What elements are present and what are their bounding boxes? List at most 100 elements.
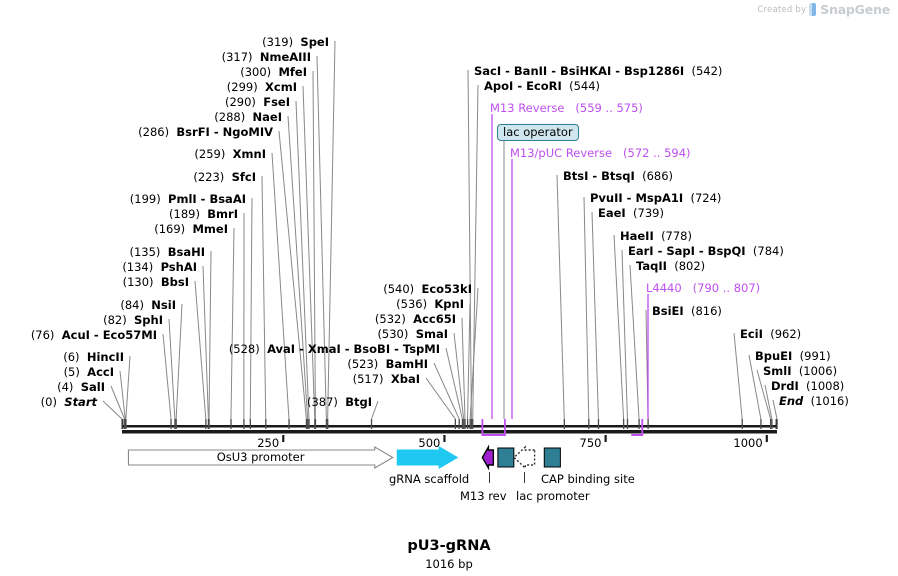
site-enzyme-name: XcmI <box>265 80 297 94</box>
site-enzyme-name: AccI <box>87 365 114 379</box>
site-enzyme-name: SpeI <box>300 35 329 49</box>
restriction-site-label: (82) SphI <box>103 314 163 326</box>
restriction-site-label: (199) PmlI - BsaAI <box>130 193 246 205</box>
restriction-site-label: (536) KpnI <box>396 298 464 310</box>
restriction-site-label: (523) BamHI <box>347 358 428 370</box>
site-enzyme-name: TaqII <box>636 259 667 273</box>
site-position: (991) <box>799 349 831 363</box>
site-enzyme-name: SacI - BanII - BsiHKAI - Bsp1286I <box>474 64 685 78</box>
site-enzyme-name: BamHI <box>385 357 428 371</box>
restriction-site-label: BsiEI (816) <box>652 305 722 317</box>
site-enzyme-name: SmlI <box>763 364 792 378</box>
site-enzyme-name: BsrFI - NgoMIV <box>176 125 273 139</box>
site-enzyme-name: PmlI - BsaAI <box>168 192 246 206</box>
primer-label: M13/pUC Reverse (572 .. 594) <box>510 147 691 159</box>
restriction-site-label: (130) BbsI <box>123 276 189 288</box>
site-position: (536) <box>396 297 428 311</box>
site-enzyme-name: EarI - SapI - BspQI <box>628 244 746 258</box>
site-enzyme-name: BbsI <box>160 275 189 289</box>
snapgene-watermark: Created by SnapGene <box>757 2 890 17</box>
feature-caption: CAP binding site <box>541 472 635 486</box>
primer-label: M13 Reverse (559 .. 575) <box>490 102 643 114</box>
primer-range: (559 .. 575) <box>575 101 643 115</box>
site-position: (523) <box>347 357 379 371</box>
restriction-site-label: BpuEI (991) <box>755 350 831 362</box>
site-enzyme-name: HaeII <box>620 229 654 243</box>
feature-pill-label[interactable]: lac operator <box>497 124 579 141</box>
restriction-site-label: PvuII - MspA1I (724) <box>590 192 721 204</box>
restriction-site-label: (0) Start <box>41 396 97 408</box>
site-position: (816) <box>691 304 722 318</box>
site-enzyme-name: XbaI <box>390 372 420 386</box>
restriction-site-label: ApoI - EcoRI (544) <box>484 80 600 92</box>
restriction-site-label: (290) FseI <box>225 96 290 108</box>
site-enzyme-name: NsiI <box>151 298 176 312</box>
plasmid-title: pU3-gRNA <box>407 538 491 554</box>
restriction-site-label: TaqII (802) <box>636 260 705 272</box>
site-position: (686) <box>642 169 674 183</box>
site-enzyme-name: BtsI - BtsqI <box>563 169 635 183</box>
primer-range: (572 .. 594) <box>623 146 691 160</box>
site-enzyme-name: NaeI <box>252 110 282 124</box>
feature-caption: lac promoter <box>516 489 590 503</box>
site-position: (0) <box>40 395 57 409</box>
restriction-site-label: HaeII (778) <box>620 230 692 242</box>
restriction-site-label: EarI - SapI - BspQI (784) <box>628 245 784 257</box>
restriction-site-label: (286) BsrFI - NgoMIV <box>138 126 273 138</box>
site-enzyme-name: MmeI <box>192 222 228 236</box>
site-position: (530) <box>377 327 409 341</box>
site-enzyme-name: Acc65I <box>413 312 456 326</box>
restriction-site-label: (135) BsaHI <box>129 246 205 258</box>
ruler-tick-label: 750 <box>579 436 602 450</box>
restriction-site-label: (532) Acc65I <box>375 313 456 325</box>
site-position: (300) <box>240 65 272 79</box>
restriction-site-label: (299) XcmI <box>227 81 297 93</box>
site-position: (84) <box>120 298 144 312</box>
site-position: (199) <box>129 192 161 206</box>
site-enzyme-name: DrdI <box>771 379 799 393</box>
site-enzyme-name: EciI <box>740 327 763 341</box>
site-position: (223) <box>193 170 225 184</box>
restriction-site-label: (288) NaeI <box>214 111 282 123</box>
site-enzyme-name: FseI <box>263 95 290 109</box>
restriction-site-label: (5) AccI <box>64 366 114 378</box>
site-position: (739) <box>633 206 664 220</box>
site-position: (1008) <box>806 379 845 393</box>
site-position: (259) <box>194 147 226 161</box>
watermark-prefix: Created by <box>757 4 807 15</box>
site-enzyme-name: BsaHI <box>167 245 205 259</box>
site-position: (189) <box>169 207 200 221</box>
site-position: (4) <box>57 380 74 394</box>
site-position: (169) <box>154 222 186 236</box>
watermark-brand: SnapGene <box>820 2 890 17</box>
restriction-site-label: (259) XmnI <box>194 148 266 160</box>
site-enzyme-name: AcuI - Eco57MI <box>61 328 157 342</box>
site-enzyme-name: PvuII - MspA1I <box>590 191 684 205</box>
restriction-site-label: EciI (962) <box>740 328 801 340</box>
primer-label: L4440 (790 .. 807) <box>646 282 760 294</box>
restriction-site-label: (528) AvaI - XmaI - BsoBI - TspMI <box>229 343 440 355</box>
restriction-site-label: DrdI (1008) <box>771 380 844 392</box>
restriction-site-label: BtsI - BtsqI (686) <box>563 170 673 182</box>
site-enzyme-name: SphI <box>134 313 163 327</box>
primer-name: L4440 <box>646 281 682 295</box>
site-position: (5) <box>63 365 80 379</box>
site-position: (540) <box>383 282 415 296</box>
site-enzyme-name: EaeI <box>598 206 626 220</box>
site-enzyme-name: AvaI - XmaI - BsoBI - TspMI <box>267 342 440 356</box>
restriction-site-label: (134) PshAI <box>122 261 197 273</box>
site-position: (387) <box>306 395 338 409</box>
plasmid-size: 1016 bp <box>425 557 473 571</box>
restriction-site-label: (319) SpeI <box>262 36 329 48</box>
feature-caption: M13 rev <box>460 489 507 503</box>
site-position: (82) <box>103 313 127 327</box>
ruler-tick-label: 500 <box>418 436 441 450</box>
snapgene-logo-icon <box>809 3 817 16</box>
feature-caption: gRNA scaffold <box>389 472 470 486</box>
site-enzyme-name: BpuEI <box>755 349 793 363</box>
restriction-site-label: EaeI (739) <box>598 207 664 219</box>
restriction-site-label: (4) SalI <box>57 381 105 393</box>
restriction-site-label: SacI - BanII - BsiHKAI - Bsp1286I (542) <box>474 65 722 77</box>
restriction-site-label: (540) Eco53kI <box>383 283 472 295</box>
